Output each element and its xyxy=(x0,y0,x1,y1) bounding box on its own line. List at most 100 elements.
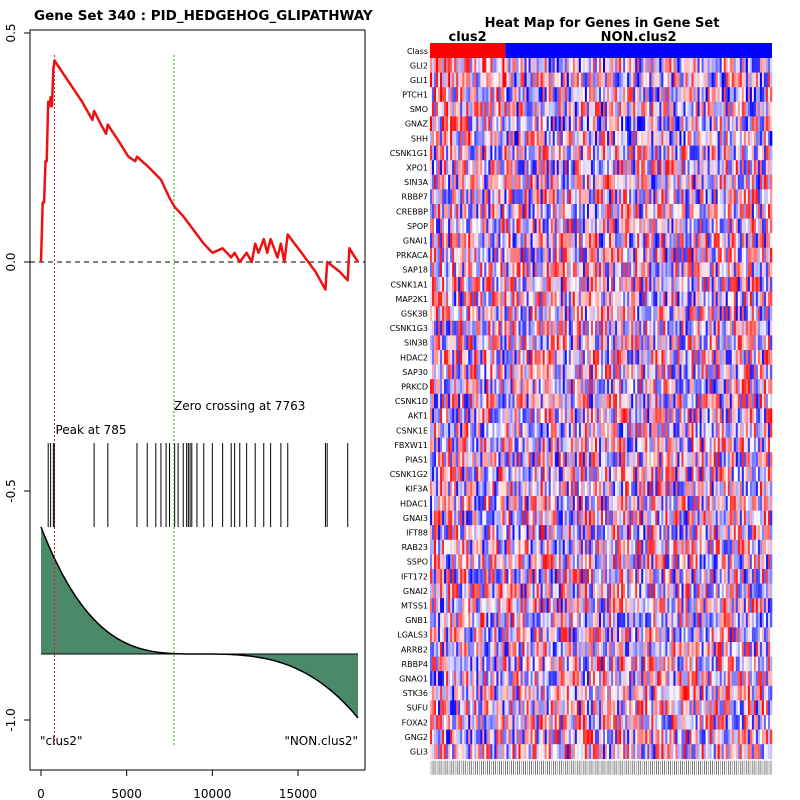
gene-label: CSNK1A1 xyxy=(390,280,428,289)
heatmap-row xyxy=(430,189,773,205)
gene-label: HDAC1 xyxy=(400,499,428,508)
gene-label: GNAZ xyxy=(405,120,429,129)
gene-label: GNG2 xyxy=(405,733,428,742)
gene-label: ARRB2 xyxy=(401,645,428,654)
y-tick-label: -1.0 xyxy=(4,708,18,731)
gene-label: KIF3A xyxy=(405,485,428,494)
gene-label: GNAI2 xyxy=(403,587,428,596)
right-class-label: "NON.clus2" xyxy=(284,734,358,748)
zero-crossing-label: Zero crossing at 7763 xyxy=(174,399,305,413)
heatmap-row xyxy=(430,525,773,541)
gene-label: LGALS3 xyxy=(397,631,428,640)
heatmap-row xyxy=(430,72,773,88)
heatmap-row xyxy=(430,496,773,511)
enrichment-plot: Gene Set 340 : PID_HEDGEHOG_GLIPATHWAY P… xyxy=(4,8,373,800)
gene-label: PIAS1 xyxy=(405,456,428,465)
x-axis: 0 5000 10000 15000 xyxy=(37,769,317,800)
heatmap-row xyxy=(430,291,773,307)
heatmap-sample-labels xyxy=(430,760,772,777)
class-row-label: Class xyxy=(407,47,428,56)
heatmap-gene-labels: GLI2 GLI1 PTCH1 SMO GNAZ SHH CSNK1G1 XPO1 SIN3A R… xyxy=(390,61,429,756)
heatmap-row xyxy=(430,715,773,730)
gene-label: SIN3A xyxy=(404,178,429,187)
gene-label: RBBP4 xyxy=(402,660,428,669)
gene-label: CSNK1G1 xyxy=(390,149,428,158)
heatmap-row xyxy=(430,364,773,380)
heatmap-row xyxy=(430,598,773,614)
heatmap-row xyxy=(430,510,773,526)
gene-label: SMO xyxy=(410,105,428,114)
gene-label: RAB23 xyxy=(402,543,428,552)
gene-label: GNAI1 xyxy=(403,237,428,246)
gene-label: CSNK1G2 xyxy=(390,470,428,479)
gene-label: SPOP xyxy=(407,222,428,231)
class-bar-clus2 xyxy=(430,43,506,58)
heatmap-row xyxy=(430,87,773,103)
x-tick-label: 5000 xyxy=(111,787,142,800)
gene-label: CSNK1E xyxy=(396,426,428,435)
gene-label: GNB1 xyxy=(405,616,428,625)
left-class-label: "clus2" xyxy=(40,734,82,748)
heatmap-row xyxy=(430,262,773,278)
gene-label: CSNK1D xyxy=(395,397,428,406)
heatmap-row xyxy=(430,481,773,497)
x-tick-label: 15000 xyxy=(279,787,317,800)
heatmap-row xyxy=(430,437,773,453)
heatmap-row xyxy=(430,204,773,219)
heatmap-row xyxy=(430,423,773,438)
gene-label: FBXW11 xyxy=(394,441,428,450)
enrichment-plot-title: Gene Set 340 : PID_HEDGEHOG_GLIPATHWAY xyxy=(34,8,373,24)
gene-label: SIN3B xyxy=(404,339,428,348)
gene-label: GNAI3 xyxy=(403,514,428,523)
ranked-metric-area xyxy=(41,527,358,718)
x-tick-label: 0 xyxy=(37,787,45,800)
heatmap-row xyxy=(430,466,773,482)
x-tick-label: 10000 xyxy=(193,787,231,800)
gene-label: STK36 xyxy=(403,689,428,698)
gene-label: GLI1 xyxy=(410,76,428,85)
heatmap-row xyxy=(430,174,773,190)
gene-label: GNAO1 xyxy=(399,675,428,684)
heatmap-row xyxy=(430,656,773,672)
gene-label: GLI2 xyxy=(410,61,428,70)
class-label-non-clus2: NON.clus2 xyxy=(601,30,677,45)
heatmap-row xyxy=(430,58,773,73)
heatmap-row xyxy=(430,131,773,146)
gene-label: MAP2K1 xyxy=(395,295,428,304)
gene-label: FOXA2 xyxy=(402,718,428,727)
heatmap-row xyxy=(430,744,773,760)
heatmap-row xyxy=(430,335,773,351)
heatmap-row xyxy=(430,218,773,234)
gene-label: SUFU xyxy=(407,704,429,713)
gene-label: IFT88 xyxy=(406,529,428,538)
gene-label: CREBBP xyxy=(396,207,428,216)
gene-label: CSNK1G3 xyxy=(390,324,428,333)
heatmap-row xyxy=(430,247,773,263)
y-tick-label: 0.0 xyxy=(4,252,18,271)
gene-label: SSPO xyxy=(407,558,428,567)
gene-label: SAP30 xyxy=(402,368,428,377)
heatmap-row xyxy=(430,671,773,687)
heatmap-row xyxy=(430,233,773,249)
heatmap-row xyxy=(430,642,773,657)
gene-label: SAP18 xyxy=(402,266,428,275)
heatmap-row xyxy=(430,393,773,409)
gene-label: GLI3 xyxy=(410,748,428,757)
heatmap-row xyxy=(430,160,773,176)
heatmap-row xyxy=(430,729,773,745)
heatmap-row xyxy=(430,277,773,292)
gene-label: HDAC2 xyxy=(400,353,428,362)
heatmap-row xyxy=(430,685,773,701)
heatmap-row xyxy=(430,700,773,716)
gene-label: SHH xyxy=(411,134,428,143)
heatmap-row xyxy=(430,408,773,424)
heatmap-panel: Heat Map for Genes in Gene Set clus2 NON… xyxy=(390,16,773,777)
gene-label: PRKCD xyxy=(401,383,428,392)
y-tick-label: -0.5 xyxy=(4,479,18,502)
hit-ticks xyxy=(47,443,349,527)
heatmap-row xyxy=(430,452,773,468)
gene-label: PRKACA xyxy=(396,251,428,260)
heatmap-row xyxy=(430,612,773,628)
gene-label: GSK3B xyxy=(401,310,428,319)
